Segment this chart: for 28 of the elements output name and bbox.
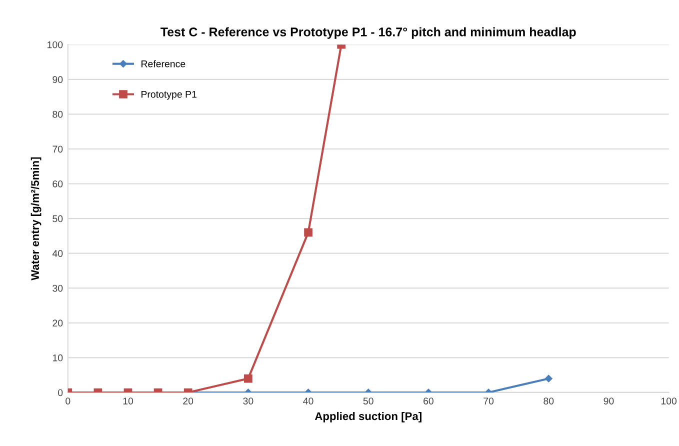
x-tick-label: 90 bbox=[604, 398, 614, 404]
x-tick-label: 30 bbox=[243, 398, 254, 404]
x-tick-label: 10 bbox=[123, 398, 134, 404]
y-tick-label: 90 bbox=[52, 76, 63, 84]
x-tick-label: 50 bbox=[363, 398, 374, 404]
x-tick-label: 20 bbox=[183, 398, 194, 404]
x-tick-label: 80 bbox=[544, 398, 554, 404]
x-tick-label: 40 bbox=[303, 398, 314, 404]
point bbox=[304, 228, 312, 237]
y-axis-title: Water entry [g/m²/5min] bbox=[30, 157, 42, 280]
y-tick-label: 60 bbox=[52, 180, 63, 188]
y-tick-label: 100 bbox=[48, 41, 63, 48]
legend-label: Prototype P1 bbox=[142, 90, 196, 100]
x-axis-title: Applied suction [Pa] bbox=[314, 412, 422, 422]
y-tick-label: 80 bbox=[52, 110, 63, 118]
y-tick-label: 0 bbox=[58, 389, 63, 396]
y-tick-label: 20 bbox=[52, 320, 63, 327]
x-tick-label: 70 bbox=[484, 398, 494, 404]
chart-title: Test C - Reference vs Prototype P1 - 16.7° pitch and minimum headlap bbox=[160, 27, 576, 39]
y-tick-label: 50 bbox=[52, 215, 63, 222]
legend-label: Reference bbox=[142, 60, 186, 68]
x-tick-label: 0 bbox=[66, 398, 70, 404]
y-tick-label: 40 bbox=[52, 250, 63, 257]
x-tick-label: 60 bbox=[424, 398, 434, 404]
y-tick-label: 10 bbox=[52, 354, 63, 362]
y-tick-label: 30 bbox=[52, 284, 63, 292]
x-tick-label: 100 bbox=[661, 398, 677, 404]
y-tick-label: 70 bbox=[52, 146, 63, 153]
